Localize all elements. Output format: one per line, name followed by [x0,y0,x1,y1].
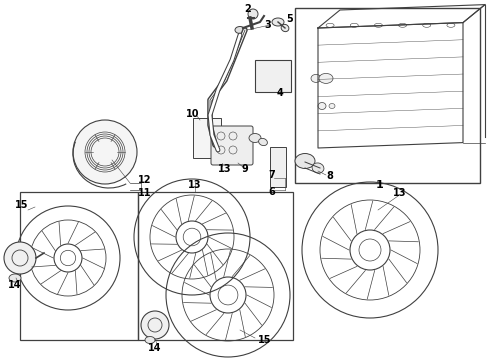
Bar [270,147,286,187]
Bar [255,60,291,92]
Ellipse shape [318,103,326,109]
Ellipse shape [295,153,315,168]
Text: 7: 7 [269,170,275,180]
Text: 13: 13 [188,180,202,190]
Text: 4: 4 [277,88,283,98]
Text: 14: 14 [8,280,22,290]
Circle shape [141,311,169,339]
Text: 14: 14 [148,343,162,353]
Text: 2: 2 [245,4,251,14]
Text: 13: 13 [393,188,407,198]
Bar [20,192,138,340]
Text: 8: 8 [326,171,333,181]
Bar [193,118,221,158]
Bar [138,192,293,340]
Text: 11: 11 [138,188,152,198]
Ellipse shape [9,274,21,282]
Text: 13: 13 [218,164,232,174]
Circle shape [248,9,258,19]
Text: 3: 3 [265,20,271,30]
Text: 10: 10 [186,109,200,119]
Circle shape [73,120,137,184]
Text: 6: 6 [269,187,275,197]
Bar [295,8,480,183]
Ellipse shape [259,138,268,146]
Ellipse shape [235,27,245,33]
Circle shape [4,242,36,274]
Text: 9: 9 [242,164,248,174]
FancyBboxPatch shape [211,126,253,165]
Text: 15: 15 [258,335,272,345]
Text: 15: 15 [15,200,29,210]
Text: 5: 5 [287,14,294,24]
Ellipse shape [145,337,155,343]
Ellipse shape [329,104,335,108]
Ellipse shape [312,163,324,173]
Text: 1: 1 [376,180,384,190]
Ellipse shape [272,18,284,26]
Ellipse shape [249,134,261,143]
Ellipse shape [281,24,289,32]
Ellipse shape [319,73,333,84]
Ellipse shape [311,75,321,82]
Text: 12: 12 [138,175,152,185]
